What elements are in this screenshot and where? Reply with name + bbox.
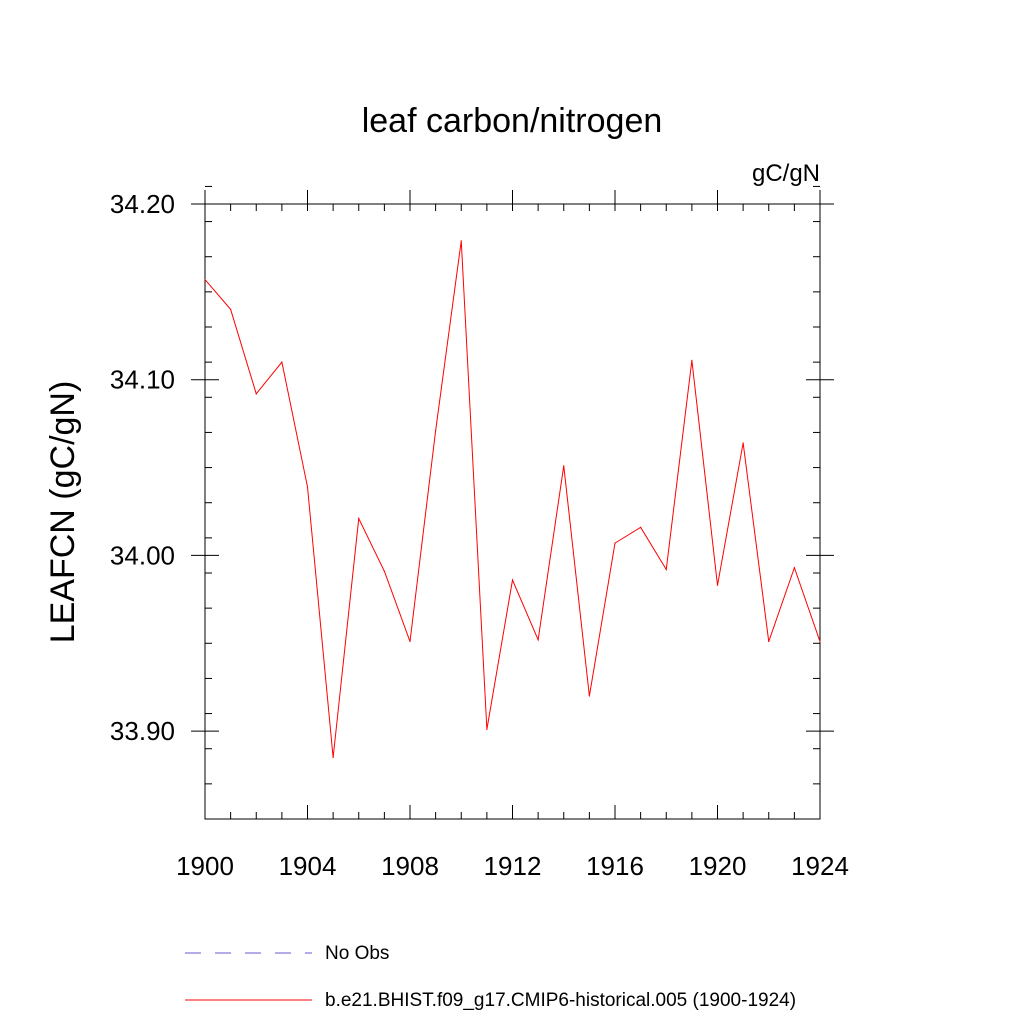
data-point: [665, 568, 667, 571]
data-point: [435, 430, 437, 432]
data-point: [383, 570, 385, 572]
data-point: [742, 442, 744, 444]
series-layer: [204, 240, 821, 759]
data-point: [588, 695, 590, 697]
data-point: [691, 359, 693, 361]
units-label: gC/gN: [752, 160, 820, 187]
data-point: [460, 240, 462, 242]
data-point: [281, 361, 283, 363]
legend-label-model: b.e21.BHIST.f09_g17.CMIP6-historical.005…: [325, 990, 796, 1011]
y-tick-label: 34.20: [110, 189, 175, 219]
data-point: [230, 308, 232, 311]
y-axis-label: LEAFCN (gC/gN): [44, 381, 82, 644]
data-point: [255, 393, 257, 395]
x-tick-label: 1900: [176, 851, 234, 881]
data-point: [640, 526, 642, 528]
x-tick-label: 1904: [279, 851, 337, 881]
y-tick-label: 34.00: [110, 540, 175, 570]
data-point: [306, 486, 309, 488]
data-point: [537, 639, 539, 641]
y-tick-label: 33.90: [110, 716, 175, 746]
data-point: [204, 278, 206, 281]
data-point: [358, 517, 360, 520]
data-point: [614, 542, 616, 544]
legend-label-no-obs: No Obs: [325, 943, 389, 964]
x-tick-label: 1920: [689, 851, 747, 881]
x-tick-label: 1912: [484, 851, 542, 881]
data-point: [793, 567, 795, 569]
data-point: [768, 640, 770, 643]
y-tick-label: 34.10: [110, 365, 175, 395]
data-point: [332, 756, 334, 759]
plot-frame: [204, 203, 821, 820]
legend: No Obs b.e21.BHIST.f09_g17.CMIP6-histori…: [185, 943, 796, 1011]
x-tick-label: 1924: [791, 851, 849, 881]
series-line: [204, 240, 821, 758]
data-point: [563, 465, 565, 467]
x-axis: 1900 1904 1908 1912 1916 1920 1924: [176, 190, 849, 881]
data-point: [819, 640, 821, 643]
data-point: [716, 584, 719, 586]
x-tick-label: 1916: [586, 851, 644, 881]
x-tick-label: 1908: [381, 851, 439, 881]
data-point: [486, 728, 488, 730]
data-point: [409, 640, 411, 643]
y-axis: 33.90 34.00 34.10 34.20: [110, 185, 834, 820]
data-point: [511, 579, 514, 581]
chart-title: leaf carbon/nitrogen: [362, 102, 663, 140]
